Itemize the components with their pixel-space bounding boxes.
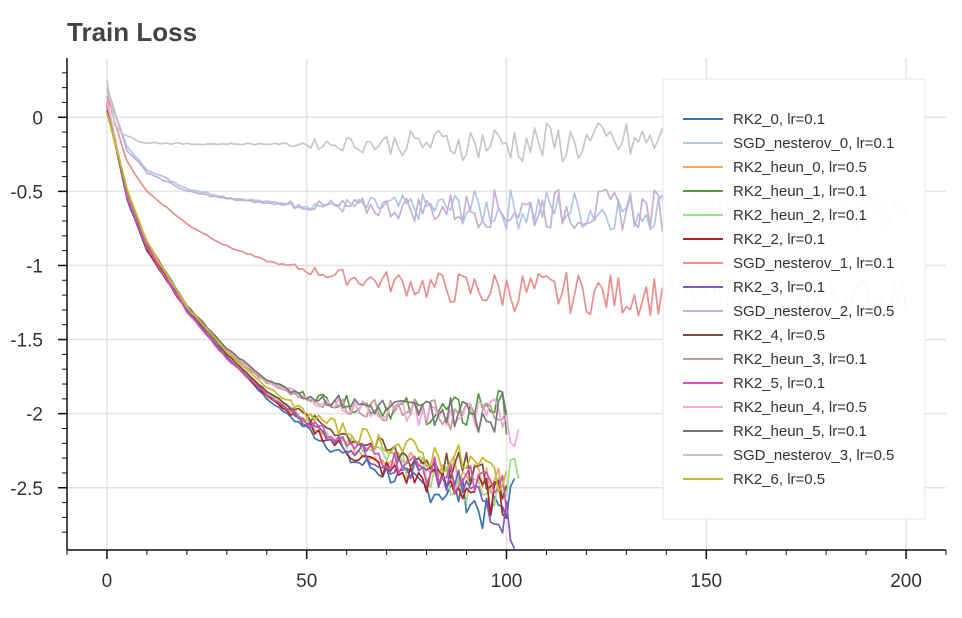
legend-label: RK2_heun_5, lr=0.1 (733, 423, 867, 440)
y-axis-ticks: 0 -0.5 -1 -1.5 -2 -2.5 (10, 72, 67, 533)
legend-label: RK2_5, lr=0.1 (733, 375, 825, 392)
x-tick-label: 0 (102, 571, 113, 592)
y-tick-label: -1 (26, 256, 43, 277)
y-tick-label: -0.5 (10, 182, 43, 203)
series-line (106, 103, 508, 511)
chart-title: Train Loss (67, 17, 198, 47)
legend-label: RK2_heun_3, lr=0.1 (733, 351, 867, 368)
series-line (106, 102, 520, 507)
x-axis-ticks: 0 50 100 150 200 (66, 550, 947, 592)
legend-label: RK2_0, lr=0.1 (733, 111, 825, 128)
legend-label: RK2_2, lr=0.1 (733, 231, 825, 248)
legend-label: RK2_heun_0, lr=0.5 (733, 159, 867, 176)
series-line (106, 80, 668, 163)
y-tick-label: -1.5 (10, 331, 43, 352)
legend-label: RK2_heun_4, lr=0.5 (733, 399, 867, 416)
legend-label: RK2_heun_2, lr=0.1 (733, 207, 867, 224)
legend-label: RK2_6, lr=0.5 (733, 471, 825, 488)
legend: RK2_0, lr=0.1 SGD_nesterov_0, lr=0.1 RK2_h… (662, 78, 926, 520)
legend-label: SGD_nesterov_2, lr=0.5 (733, 303, 894, 320)
legend-label: RK2_heun_1, lr=0.1 (733, 183, 867, 200)
legend-label: SGD_nesterov_0, lr=0.1 (733, 135, 894, 152)
legend-label: RK2_4, lr=0.5 (733, 327, 825, 344)
x-tick-label: 150 (690, 571, 722, 592)
x-tick-label: 200 (890, 571, 922, 592)
y-tick-label: -2 (26, 405, 43, 426)
legend-label: SGD_nesterov_3, lr=0.5 (733, 447, 894, 464)
legend-label: RK2_3, lr=0.1 (733, 279, 825, 296)
legend-label: SGD_nesterov_1, lr=0.1 (733, 255, 894, 272)
legend-box (662, 78, 926, 520)
y-tick-label: -2.5 (10, 479, 43, 500)
series-line (106, 101, 520, 448)
series-line (106, 113, 508, 493)
y-tick-label: 0 (32, 108, 43, 129)
x-tick-label: 50 (296, 571, 317, 592)
x-tick-label: 100 (491, 571, 523, 592)
